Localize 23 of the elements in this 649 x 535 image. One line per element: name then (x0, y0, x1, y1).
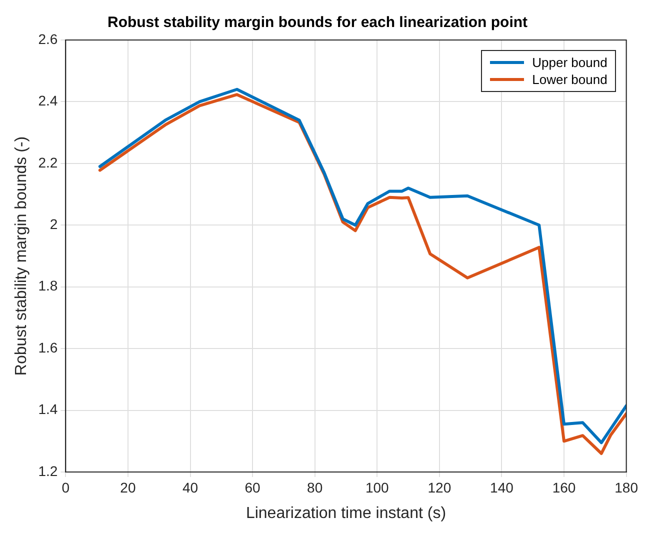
x-tick-label: 120 (428, 479, 452, 496)
y-tick-label: 1.8 (38, 278, 58, 294)
y-axis-title: Robust stability margin bounds (-) (13, 136, 30, 376)
y-tick-label: 1.4 (38, 401, 58, 418)
y-tick-label: 1.2 (38, 462, 58, 479)
x-tick-label: 140 (490, 479, 514, 496)
x-tick-label: 20 (120, 479, 136, 496)
chart-title: Robust stability margin bounds for each linearization point (107, 14, 528, 32)
x-tick-label: 0 (62, 479, 70, 496)
y-tick-label: 1.6 (38, 339, 58, 356)
y-tick-label: 2.2 (38, 154, 58, 170)
x-tick-label: 100 (365, 479, 390, 496)
x-tick-label: 40 (182, 479, 198, 496)
x-axis-title: Linearization time instant (s) (246, 504, 446, 522)
y-tick-label: 2.6 (38, 30, 58, 47)
y-tick-label: 2.4 (38, 92, 58, 109)
x-tick-label: 160 (552, 479, 576, 496)
x-tick-label: 60 (244, 479, 261, 496)
legend-label: Lower bound (532, 72, 608, 87)
legend-label: Upper bound (532, 55, 608, 70)
y-tick-label: 2 (50, 216, 58, 232)
x-tick-label: 80 (307, 479, 323, 496)
x-tick-label: 180 (614, 479, 638, 496)
